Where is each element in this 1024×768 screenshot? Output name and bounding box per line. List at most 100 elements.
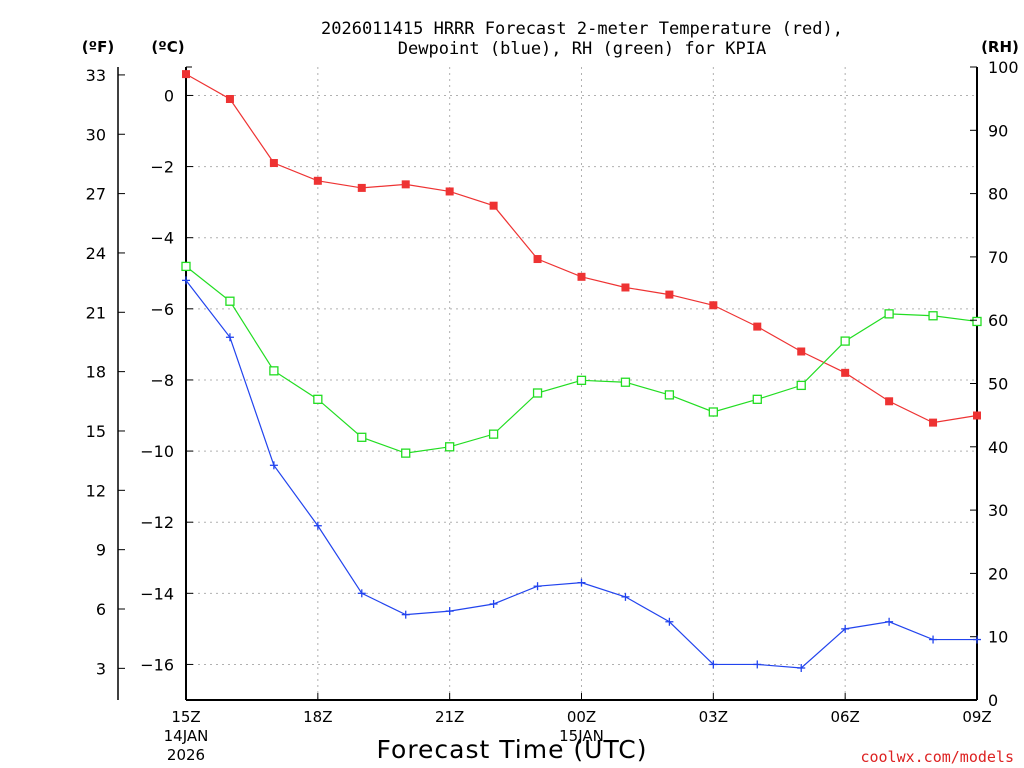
dewpoint-point xyxy=(269,461,278,470)
celsius-tick-label: 0 xyxy=(164,86,174,105)
temperature-point xyxy=(885,397,894,406)
series-dewpoint xyxy=(182,276,981,672)
rh-point xyxy=(181,261,191,272)
x-tick-year-label: 2026 xyxy=(167,746,205,764)
chart-title-line1: 2026011415 HRRR Forecast 2-meter Tempera… xyxy=(321,19,843,39)
dewpoint-point xyxy=(709,660,718,669)
rh-tick-label: 70 xyxy=(988,248,1008,267)
rh-point xyxy=(796,380,806,391)
x-tick-label: 18Z xyxy=(303,708,332,726)
fahrenheit-tick-label: 6 xyxy=(96,600,106,619)
temperature-point xyxy=(973,411,981,420)
rh-point xyxy=(928,311,938,321)
tick-labels: 33302724211815129630−2−4−6−8−10−12−14−16… xyxy=(86,58,1019,764)
series-rh xyxy=(181,261,982,458)
series-temperature xyxy=(182,70,981,427)
temperature-point xyxy=(797,347,806,356)
rh-tick-label: 50 xyxy=(988,375,1008,394)
dewpoint-point xyxy=(753,660,762,669)
temperature-point xyxy=(665,290,674,299)
dewpoint-point xyxy=(885,617,894,626)
rh-tick-label: 60 xyxy=(988,311,1008,330)
dewpoint-point xyxy=(182,276,190,285)
rh-point xyxy=(840,336,850,346)
rh-point xyxy=(620,377,631,387)
dewpoint-point xyxy=(841,624,850,633)
rh-point xyxy=(752,394,762,404)
celsius-tick-label: −4 xyxy=(150,229,174,248)
x-tick-label: 15Z xyxy=(171,708,200,726)
rh-point xyxy=(884,309,894,319)
celsius-tick-label: −8 xyxy=(150,371,174,390)
rh-point xyxy=(313,394,323,404)
temperature-point xyxy=(313,176,322,185)
temperature-point xyxy=(357,183,366,192)
rh-tick-label: 0 xyxy=(988,691,998,710)
celsius-unit-label: (ºC) xyxy=(151,38,184,56)
temperature-point xyxy=(841,368,850,377)
rh-tick-label: 20 xyxy=(988,564,1008,583)
series-line-rh xyxy=(185,265,978,454)
fahrenheit-tick-label: 12 xyxy=(86,481,106,500)
temperature-point xyxy=(621,283,630,292)
rh-unit-label: (RH) xyxy=(981,38,1019,56)
fahrenheit-tick-label: 15 xyxy=(86,422,106,441)
temperature-point xyxy=(533,255,542,264)
x-tick-label: 00Z xyxy=(567,708,596,726)
celsius-tick-label: −2 xyxy=(150,158,174,177)
data-series xyxy=(181,70,982,672)
fahrenheit-tick-label: 18 xyxy=(86,363,106,382)
temperature-point xyxy=(577,272,586,281)
rh-tick-label: 90 xyxy=(988,121,1008,140)
celsius-tick-label: −14 xyxy=(140,584,174,603)
x-tick-label: 06Z xyxy=(830,708,859,726)
rh-point xyxy=(445,442,455,452)
temperature-point xyxy=(489,201,498,210)
rh-tick-label: 10 xyxy=(988,628,1008,647)
credit-text: coolwx.com/models xyxy=(860,748,1014,766)
x-tick-date-label: 14JAN xyxy=(164,727,209,745)
celsius-tick-label: −10 xyxy=(140,442,174,461)
temperature-point xyxy=(753,322,762,331)
dewpoint-point xyxy=(797,663,806,672)
fahrenheit-tick-label: 3 xyxy=(96,659,106,678)
celsius-tick-label: −12 xyxy=(140,513,174,532)
celsius-tick-label: −16 xyxy=(140,655,174,674)
rh-point xyxy=(664,390,675,400)
dewpoint-point xyxy=(445,607,454,616)
temperature-point xyxy=(269,159,278,168)
fahrenheit-tick-label: 9 xyxy=(96,541,106,560)
fahrenheit-tick-label: 21 xyxy=(86,303,106,322)
rh-point xyxy=(269,366,279,376)
rh-tick-label: 40 xyxy=(988,438,1008,457)
dewpoint-point xyxy=(533,582,542,591)
axes xyxy=(117,66,978,701)
temperature-point xyxy=(709,301,718,310)
dewpoint-point xyxy=(313,521,322,530)
temperature-point xyxy=(929,418,938,427)
rh-tick-label: 30 xyxy=(988,501,1008,520)
temperature-point xyxy=(445,187,454,196)
x-axis-label: Forecast Time (UTC) xyxy=(377,735,648,764)
dewpoint-point xyxy=(929,635,938,644)
fahrenheit-tick-label: 24 xyxy=(86,244,106,263)
rh-point xyxy=(532,388,543,398)
x-tick-date-label: 15JAN xyxy=(559,727,604,745)
fahrenheit-tick-label: 27 xyxy=(86,185,106,204)
dewpoint-point xyxy=(621,592,630,601)
dewpoint-point xyxy=(225,333,234,342)
dewpoint-point xyxy=(401,610,410,619)
x-tick-label: 03Z xyxy=(699,708,728,726)
dewpoint-point xyxy=(577,578,586,587)
temperature-point xyxy=(225,95,234,104)
rh-point xyxy=(225,296,235,306)
x-tick-label: 09Z xyxy=(962,708,991,726)
chart-title-line2: Dewpoint (blue), RH (green) for KPIA xyxy=(398,39,766,59)
fahrenheit-tick-label: 30 xyxy=(86,125,106,144)
x-tick-label: 21Z xyxy=(435,708,464,726)
dewpoint-point xyxy=(665,617,674,626)
rh-point xyxy=(401,448,411,458)
rh-tick-label: 100 xyxy=(988,58,1019,77)
fahrenheit-tick-label: 33 xyxy=(86,66,106,85)
